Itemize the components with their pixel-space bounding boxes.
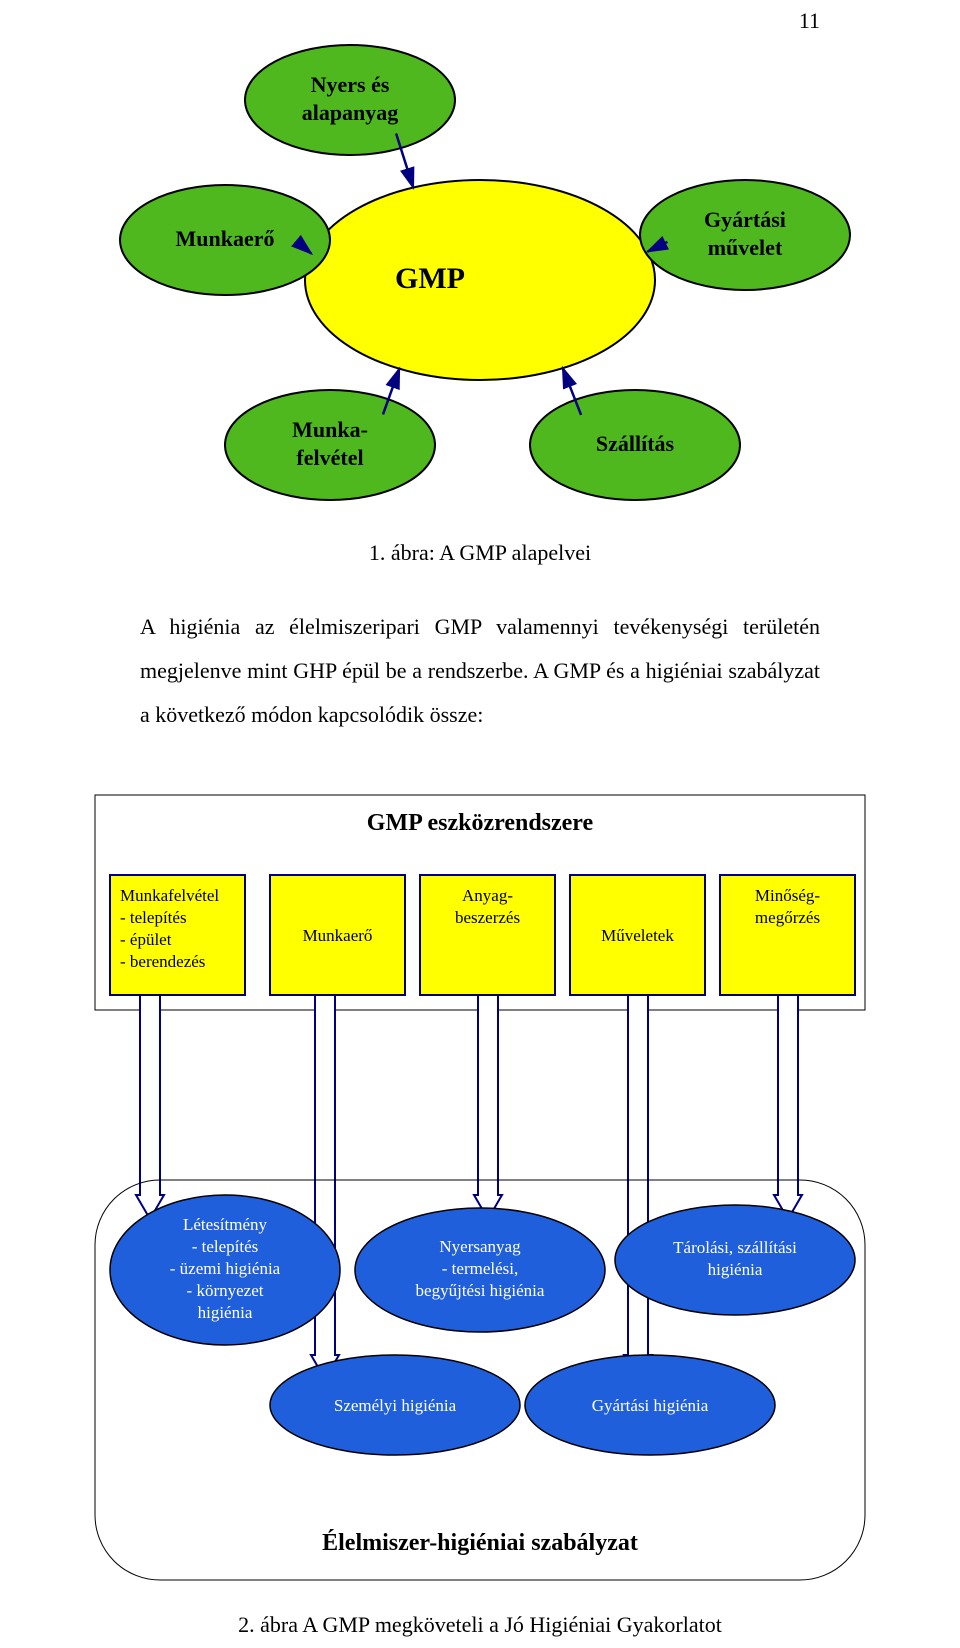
- svg-text:- környezet: - környezet: [187, 1281, 264, 1300]
- svg-text:művelet: művelet: [708, 235, 783, 260]
- svg-text:Műveletek: Műveletek: [601, 926, 674, 945]
- figure2-caption: 2. ábra A GMP megköveteli a Jó Higiéniai…: [0, 1612, 960, 1638]
- diagram-gmp-system: GMP eszközrendszere Munkafelvétel - telep…: [0, 780, 960, 1610]
- svg-text:Tárolási, szállítási: Tárolási, szállítási: [673, 1238, 797, 1257]
- diagram-gmp-inputs: GMP Nyers és alapanyag Munkaerő Gyártási műve…: [0, 10, 960, 530]
- gmp-center-ellipse: [305, 180, 655, 380]
- figure1-caption: 1. ábra: A GMP alapelvei: [0, 540, 960, 566]
- svg-text:begyűjtési higiénia: begyűjtési higiénia: [416, 1281, 545, 1300]
- svg-text:- termelési,: - termelési,: [442, 1259, 518, 1278]
- svg-text:felvétel: felvétel: [296, 445, 363, 470]
- svg-text:beszerzés: beszerzés: [455, 908, 520, 927]
- svg-text:- telepítés: - telepítés: [120, 908, 187, 927]
- svg-text:Nyersanyag: Nyersanyag: [439, 1237, 521, 1256]
- svg-text:Gyártási higiénia: Gyártási higiénia: [592, 1396, 709, 1415]
- svg-text:higiénia: higiénia: [708, 1260, 763, 1279]
- svg-text:Munkafelvétel: Munkafelvétel: [120, 886, 219, 905]
- svg-text:Minőség-: Minőség-: [755, 886, 821, 905]
- svg-text:Nyers és: Nyers és: [311, 72, 390, 97]
- svg-text:megőrzés: megőrzés: [755, 908, 820, 927]
- svg-text:higiénia: higiénia: [198, 1303, 253, 1322]
- food-hygiene-title: Élelmiszer-higiéniai szabályzat: [322, 1530, 638, 1556]
- svg-text:- épület: - épület: [120, 930, 172, 949]
- svg-text:GMP: GMP: [395, 262, 465, 295]
- svg-text:- üzemi higiénia: - üzemi higiénia: [170, 1259, 281, 1278]
- svg-text:Szállítás: Szállítás: [596, 431, 675, 456]
- gmp-system-title: GMP eszközrendszere: [367, 810, 594, 836]
- svg-text:Anyag-: Anyag-: [462, 886, 513, 905]
- page: 11 GMPNyers ésalapanyagMunkaerőGyártásim…: [0, 0, 960, 1648]
- svg-text:Munkaerő: Munkaerő: [176, 226, 275, 251]
- body-paragraph: A higiénia az élelmiszeripari GMP valame…: [140, 605, 820, 737]
- svg-text:Személyi higiénia: Személyi higiénia: [334, 1396, 457, 1415]
- svg-text:alapanyag: alapanyag: [302, 100, 399, 125]
- svg-text:Gyártási: Gyártási: [704, 207, 786, 232]
- svg-text:Létesítmény: Létesítmény: [183, 1215, 268, 1234]
- svg-text:Munkaerő: Munkaerő: [303, 926, 373, 945]
- svg-text:Munka-: Munka-: [292, 417, 368, 442]
- svg-text:- telepítés: - telepítés: [192, 1237, 259, 1256]
- svg-text:- berendezés: - berendezés: [120, 952, 205, 971]
